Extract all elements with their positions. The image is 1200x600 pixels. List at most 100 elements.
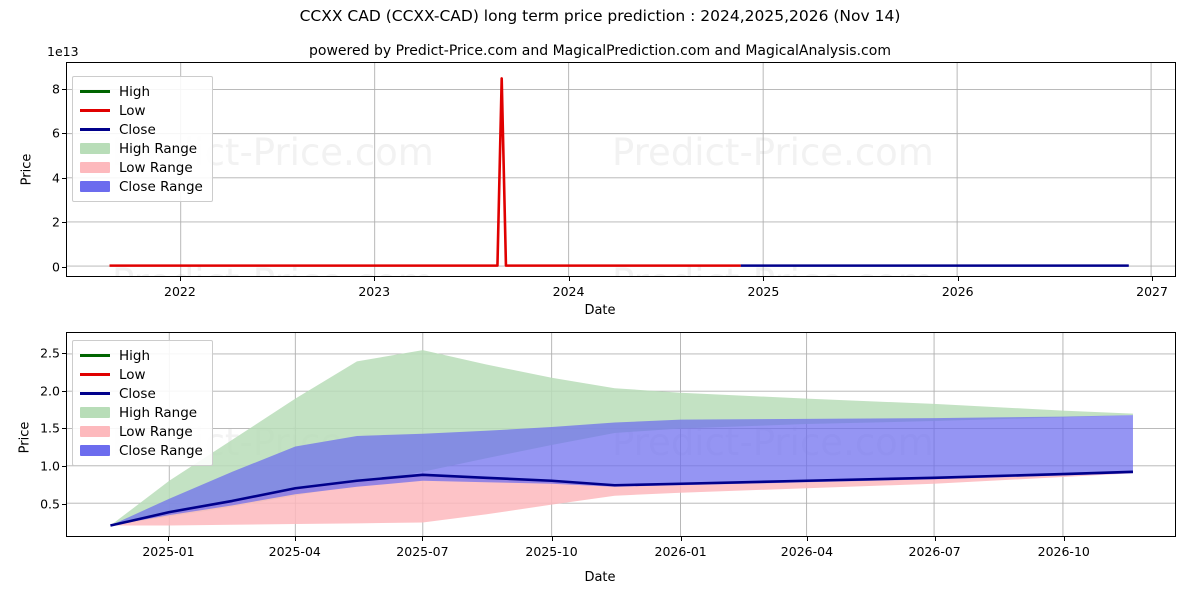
legend-item-label: Low [119, 102, 146, 119]
legend-swatch-line-icon [80, 368, 110, 382]
legend-item-label: High [119, 347, 151, 364]
x-tick-label: 2026-01 [654, 544, 707, 559]
series-line-low [109, 77, 741, 267]
legend-item-high-range[interactable]: High Range [80, 403, 203, 422]
x-tick-mark [294, 537, 296, 541]
x-tick-mark [551, 537, 553, 541]
y-tick-mark [62, 88, 66, 90]
x-tick-mark [934, 537, 936, 541]
top-plot-area: Predict-Price.com Predict-Price.com Pred… [66, 62, 1176, 277]
band-close-range [110, 415, 1133, 526]
y-tick-label: 8 [52, 81, 60, 97]
y-tick-mark [62, 466, 66, 468]
x-tick-mark [568, 277, 570, 281]
legend-swatch-patch-icon [80, 445, 110, 456]
bottom-plot-area: Predict-Price.com Predict-Price.com [66, 332, 1176, 537]
x-tick-mark [763, 277, 765, 281]
top-xaxis-label: Date [584, 303, 616, 318]
y-tick-label: 6 [52, 125, 60, 141]
series-line-close [110, 470, 1134, 527]
y-tick-label: 1.0 [40, 458, 60, 474]
x-tick-mark [179, 277, 181, 281]
legend-item-close[interactable]: Close [80, 384, 203, 403]
chart-subtitle: powered by Predict-Price.com and Magical… [309, 43, 891, 59]
legend-item-close-range[interactable]: Close Range [80, 177, 203, 196]
x-tick-label: 2025-10 [525, 544, 578, 559]
y-tick-label: 0 [52, 259, 60, 275]
top-chart-legend: High Low Close High Range Low Range Close Ran… [72, 76, 213, 202]
x-tick-mark [422, 537, 424, 541]
y-tick-mark [62, 353, 66, 355]
top-chart-panel: Predict-Price.com Predict-Price.com Pred… [66, 62, 1176, 277]
legend-swatch-line-icon [80, 387, 110, 401]
x-tick-mark [374, 277, 376, 281]
bottom-chart-panel: Predict-Price.com Predict-Price.com [66, 332, 1176, 537]
legend-item-label: Low Range [119, 423, 193, 440]
legend-item-label: High [119, 83, 151, 100]
y-tick-mark [62, 390, 66, 392]
legend-item-label: Low Range [119, 159, 193, 176]
gridlines [67, 63, 1175, 276]
legend-swatch-line-icon [80, 104, 110, 118]
legend-item-label: Close [119, 121, 156, 138]
x-tick-label: 2026-10 [1037, 544, 1090, 559]
x-tick-mark [1063, 537, 1065, 541]
legend-item-label: High Range [119, 404, 198, 421]
x-tick-label: 2025-01 [142, 544, 195, 559]
x-tick-label: 2026-07 [908, 544, 961, 559]
legend-item-label: Close Range [119, 442, 203, 459]
bottom-xaxis-label: Date [584, 570, 616, 585]
legend-swatch-patch-icon [80, 426, 110, 437]
legend-item-high-range[interactable]: High Range [80, 139, 203, 158]
y-tick-label: 4 [52, 170, 60, 186]
legend-item-label: Close Range [119, 178, 203, 195]
x-tick-label: 2026-04 [780, 544, 834, 559]
y-tick-mark [62, 503, 66, 505]
y-tick-mark [62, 266, 66, 268]
x-tick-mark [806, 537, 808, 541]
x-tick-label: 2027 [1136, 284, 1168, 299]
y-tick-mark [62, 177, 66, 179]
legend-swatch-line-icon [80, 85, 110, 99]
x-tick-label: 2022 [164, 284, 196, 299]
x-tick-label: 2025-04 [268, 544, 321, 559]
x-tick-mark [680, 537, 682, 541]
legend-swatch-line-icon [80, 123, 110, 137]
page-title: CCXX CAD (CCXX-CAD) long term price pred… [299, 7, 901, 25]
y-tick-label: 1.5 [40, 420, 60, 436]
legend-swatch-line-icon [80, 349, 110, 363]
top-chart-svg [67, 63, 1175, 276]
x-tick-label: 2023 [358, 284, 391, 299]
bottom-chart-legend: High Low Close High Range Low Range Close Ran… [72, 340, 213, 466]
x-tick-label: 2025-07 [396, 544, 449, 559]
legend-item-high[interactable]: High [80, 346, 203, 365]
x-tick-label: 2024 [552, 284, 585, 299]
x-tick-mark [168, 537, 170, 541]
top-yaxis-offset: 1e13 [47, 44, 79, 59]
legend-swatch-patch-icon [80, 407, 110, 418]
legend-swatch-patch-icon [80, 181, 110, 192]
y-tick-mark [62, 222, 66, 224]
y-tick-label: 2.0 [40, 383, 60, 399]
y-tick-label: 0.5 [40, 496, 60, 512]
y-tick-mark [62, 133, 66, 135]
legend-swatch-patch-icon [80, 143, 110, 154]
legend-item-high[interactable]: High [80, 82, 203, 101]
x-tick-label: 2025 [747, 284, 780, 299]
y-tick-mark [62, 428, 66, 430]
legend-item-close-range[interactable]: Close Range [80, 441, 203, 460]
legend-item-low-range[interactable]: Low Range [80, 422, 203, 441]
legend-item-low[interactable]: Low [80, 365, 203, 384]
y-tick-label: 2 [52, 214, 60, 230]
x-tick-label: 2026 [941, 284, 974, 299]
legend-item-label: Low [119, 366, 146, 383]
legend-item-label: Close [119, 385, 156, 402]
x-tick-mark [1152, 277, 1154, 281]
y-tick-label: 2.5 [40, 345, 60, 361]
legend-swatch-patch-icon [80, 162, 110, 173]
legend-item-low[interactable]: Low [80, 101, 203, 120]
legend-item-low-range[interactable]: Low Range [80, 158, 203, 177]
bottom-chart-svg [67, 333, 1175, 536]
legend-item-close[interactable]: Close [80, 120, 203, 139]
